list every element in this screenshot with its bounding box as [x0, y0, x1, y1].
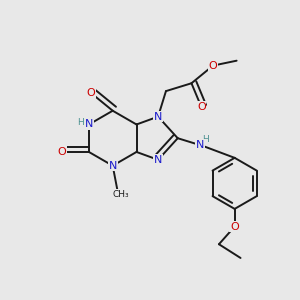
Text: H: H: [77, 118, 83, 127]
Text: N: N: [196, 140, 205, 150]
Text: O: O: [87, 88, 95, 98]
Text: N: N: [154, 112, 162, 122]
Text: H: H: [202, 135, 208, 144]
Text: O: O: [209, 61, 218, 70]
Text: N: N: [154, 155, 162, 165]
Text: O: O: [230, 222, 239, 232]
Text: N: N: [85, 119, 93, 130]
Text: N: N: [109, 161, 117, 171]
Text: O: O: [197, 102, 206, 112]
Text: CH₃: CH₃: [112, 190, 129, 199]
Text: O: O: [57, 147, 66, 157]
